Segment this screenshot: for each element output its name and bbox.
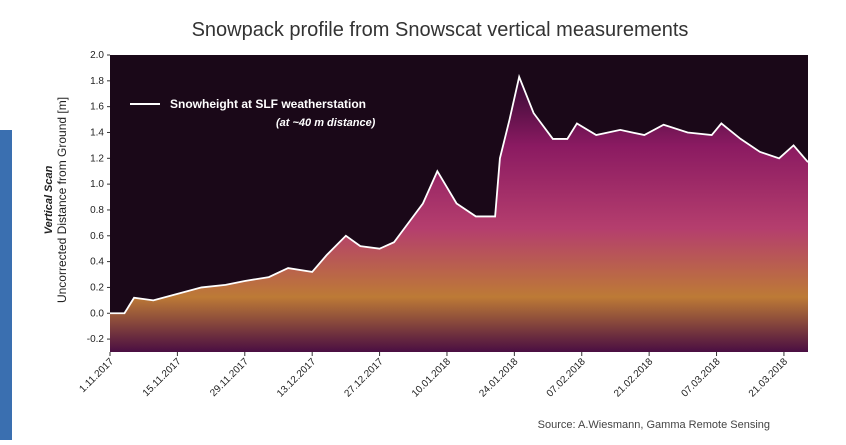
y-tick-label: -0.2 <box>87 334 105 345</box>
chart-title: Snowpack profile from Snowscat vertical … <box>192 19 689 41</box>
y-tick-label: 0.8 <box>90 205 104 216</box>
source-note: Source: A.Wiesmann, Gamma Remote Sensing <box>538 419 770 431</box>
y-tick-label: 0.0 <box>90 308 104 319</box>
x-tick-label: 21.02.2018 <box>612 356 655 399</box>
background-photo-strip <box>0 130 12 440</box>
y-tick-label: 1.8 <box>90 76 104 87</box>
x-tick-label: 07.02.2018 <box>545 356 588 399</box>
x-tick-label: 21.03.2018 <box>747 356 790 399</box>
x-tick-label: 29.11.2017 <box>208 356 251 399</box>
x-tick-label: 1.11.2017 <box>77 356 116 395</box>
y-tick-label: 0.2 <box>90 282 104 293</box>
y-tick-label: 2.0 <box>90 50 104 61</box>
y-tick-label: 1.0 <box>90 179 104 190</box>
y-tick-label: 0.6 <box>90 231 104 242</box>
legend-note: (at ~40 m distance) <box>276 117 376 129</box>
x-tick-label: 07.03.2018 <box>679 356 722 399</box>
y-axis-label: Uncorrected Distance from Ground [m] <box>55 97 69 303</box>
x-tick-label: 15.11.2017 <box>141 356 184 399</box>
y-axis-label-top: Vertical Scan <box>43 165 55 234</box>
x-tick-label: 27.12.2017 <box>343 356 386 399</box>
snowpack-area <box>110 76 808 352</box>
plot-layer <box>110 73 809 352</box>
y-tick-label: 1.4 <box>90 127 104 138</box>
y-tick-label: 0.4 <box>90 257 104 268</box>
legend-label: Snowheight at SLF weatherstation <box>170 97 366 111</box>
x-tick-label: 10.01.2018 <box>410 356 453 399</box>
y-tick-label: 1.6 <box>90 102 104 113</box>
x-tick-label: 13.12.2017 <box>275 356 318 399</box>
y-tick-label: 1.2 <box>90 153 104 164</box>
snowheight-line <box>110 73 809 315</box>
x-tick-label: 24.01.2018 <box>477 356 520 399</box>
